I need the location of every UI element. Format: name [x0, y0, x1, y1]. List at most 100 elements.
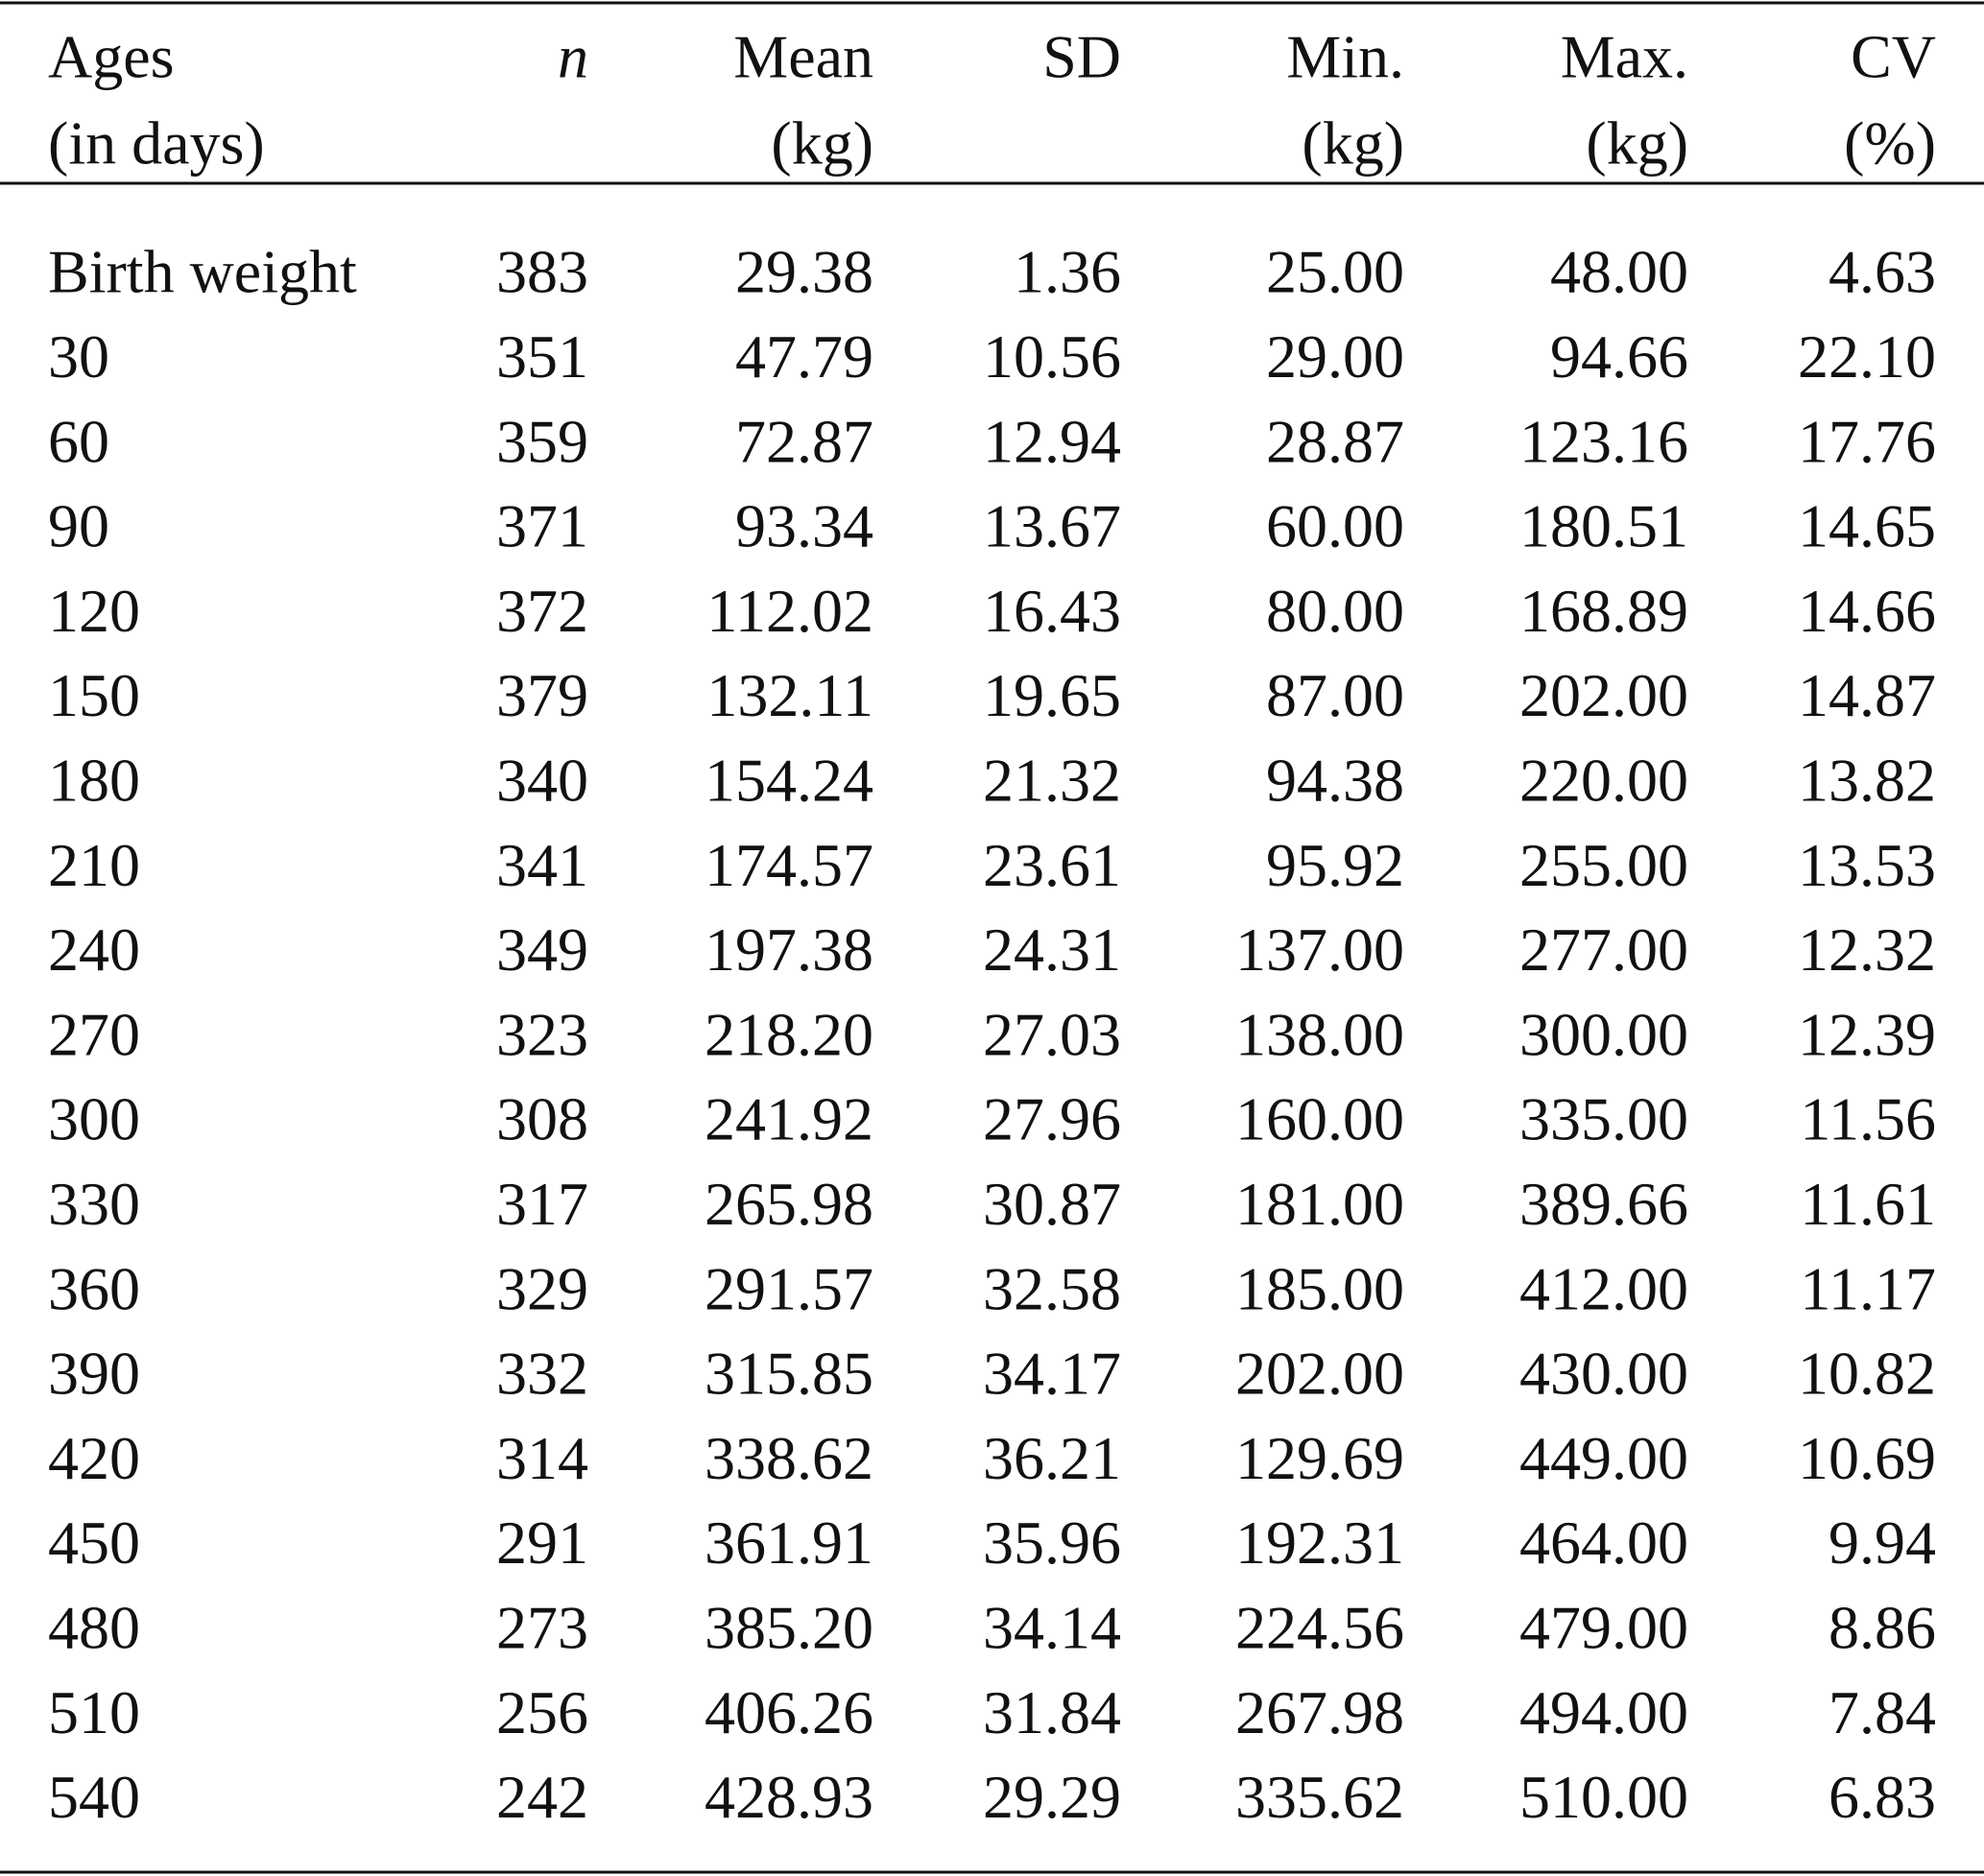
cell: 36.21 [983, 1424, 1121, 1492]
cell: 129.69 [1235, 1424, 1404, 1492]
cell: 277.00 [1519, 915, 1688, 984]
header-cell: (kg) [771, 109, 873, 178]
cell: 406.26 [705, 1678, 873, 1746]
cell: 197.38 [705, 915, 873, 984]
cell: 224.56 [1235, 1593, 1404, 1661]
cell: 273 [496, 1593, 588, 1661]
cell: 132.11 [706, 661, 873, 729]
header-cell: (kg) [1586, 109, 1688, 178]
row-label: 540 [48, 1763, 140, 1831]
cell: 174.57 [705, 831, 873, 899]
cell: 14.66 [1798, 577, 1936, 645]
cell: 31.84 [983, 1678, 1121, 1746]
cell: 361.91 [705, 1508, 873, 1577]
cell: 464.00 [1519, 1508, 1688, 1577]
cell: 87.00 [1266, 661, 1404, 729]
row-label: 420 [48, 1424, 140, 1492]
cell: 379 [496, 661, 588, 729]
cell: 25.00 [1266, 238, 1404, 306]
cell: 11.17 [1800, 1254, 1936, 1322]
cell: 385.20 [705, 1593, 873, 1661]
cell: 137.00 [1235, 915, 1404, 984]
cell: 138.00 [1235, 1000, 1404, 1068]
header-cell: (in days) [48, 109, 265, 178]
row-label: 510 [48, 1678, 140, 1746]
row-label: 30 [48, 322, 109, 391]
cell: 29.00 [1266, 322, 1404, 391]
cell: 241.92 [705, 1085, 873, 1153]
cell: 242 [496, 1763, 588, 1831]
row-label: 270 [48, 1000, 140, 1068]
cell: 383 [496, 238, 588, 306]
row-label: 150 [48, 661, 140, 729]
header-cell: SD [1042, 23, 1121, 91]
cell: 72.87 [735, 407, 873, 475]
row-label: 240 [48, 915, 140, 984]
cell: 47.79 [735, 322, 873, 391]
row-label: 450 [48, 1508, 140, 1577]
cell: 11.56 [1800, 1085, 1936, 1153]
cell: 14.87 [1798, 661, 1936, 729]
cell: 10.56 [983, 322, 1121, 391]
cell: 265.98 [705, 1170, 873, 1238]
cell: 34.14 [983, 1593, 1121, 1661]
cell: 21.32 [983, 746, 1121, 814]
cell: 9.94 [1829, 1508, 1936, 1577]
cell: 267.98 [1235, 1678, 1404, 1746]
cell: 202.00 [1235, 1340, 1404, 1408]
row-label: 330 [48, 1170, 140, 1238]
cell: 35.96 [983, 1508, 1121, 1577]
cell: 329 [496, 1254, 588, 1322]
cell: 7.84 [1829, 1678, 1936, 1746]
cell: 11.61 [1800, 1170, 1936, 1238]
header-cell: (kg) [1302, 109, 1404, 178]
cell: 94.66 [1550, 322, 1688, 391]
cell: 32.58 [983, 1254, 1121, 1322]
cell: 338.62 [705, 1424, 873, 1492]
cell: 10.82 [1798, 1340, 1936, 1408]
cell: 340 [496, 746, 588, 814]
cell: 8.86 [1829, 1593, 1936, 1661]
row-label: 60 [48, 407, 109, 475]
cell: 60.00 [1266, 492, 1404, 560]
header-cell: Ages [48, 23, 175, 91]
cell: 48.00 [1550, 238, 1688, 306]
cell: 30.87 [983, 1170, 1121, 1238]
row-label: Birth weight [48, 238, 357, 306]
cell: 341 [496, 831, 588, 899]
cell: 332 [496, 1340, 588, 1408]
cell: 349 [496, 915, 588, 984]
cell: 510.00 [1519, 1763, 1688, 1831]
cell: 80.00 [1266, 577, 1404, 645]
cell: 192.31 [1235, 1508, 1404, 1577]
cell: 372 [496, 577, 588, 645]
cell: 351 [496, 322, 588, 391]
cell: 16.43 [983, 577, 1121, 645]
cell: 112.02 [706, 577, 873, 645]
cell: 27.96 [983, 1085, 1121, 1153]
row-label: 180 [48, 746, 140, 814]
cell: 14.65 [1798, 492, 1936, 560]
cell: 13.53 [1798, 831, 1936, 899]
cell: 430.00 [1519, 1340, 1688, 1408]
row-label: 390 [48, 1340, 140, 1408]
cell: 19.65 [983, 661, 1121, 729]
header-cell: CV [1851, 23, 1936, 91]
cell: 220.00 [1519, 746, 1688, 814]
cell: 29.38 [735, 238, 873, 306]
cell: 291 [496, 1508, 588, 1577]
cell: 93.34 [735, 492, 873, 560]
cell: 256 [496, 1678, 588, 1746]
header-cell: Mean [733, 23, 873, 91]
cell: 255.00 [1519, 831, 1688, 899]
cell: 28.87 [1266, 407, 1404, 475]
cell: 4.63 [1829, 238, 1936, 306]
header-cell: Max. [1561, 23, 1688, 91]
cell: 12.32 [1798, 915, 1936, 984]
cell: 323 [496, 1000, 588, 1068]
cell: 22.10 [1798, 322, 1936, 391]
header-cell: (%) [1844, 109, 1936, 178]
cell: 300.00 [1519, 1000, 1688, 1068]
cell: 359 [496, 407, 588, 475]
